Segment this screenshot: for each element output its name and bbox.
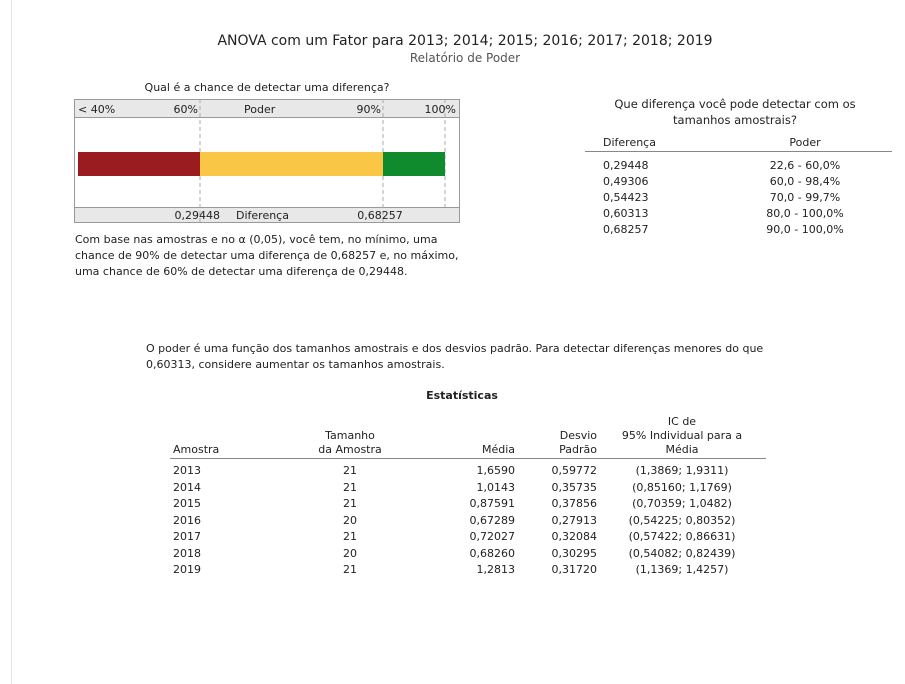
table-cell: 20 [343, 513, 357, 527]
table-cell: 21 [343, 464, 357, 477]
table-cell: 70,0 - 99,7% [769, 191, 841, 204]
table-cell: 22,6 - 60,0% [769, 159, 841, 172]
column-header: da Amostra [318, 443, 382, 456]
table-cell: 0,68260 [469, 546, 516, 560]
top-strip [74, 99, 460, 118]
table-cell: 0,87591 [469, 497, 516, 510]
column-header: Amostra [173, 443, 220, 456]
header-rule [585, 151, 892, 152]
note: O poder é uma função dos tamanhos amostr… [146, 342, 764, 371]
mid-power-segment [200, 152, 383, 176]
table-cell: 80,0 - 100,0% [766, 207, 844, 220]
power-axis-label: Poder [244, 103, 276, 116]
table-cell: 0,60313 [603, 207, 649, 220]
header-rule [170, 458, 766, 459]
table-cell: 0,67289 [469, 513, 516, 527]
difference-label: 0,68257 [357, 209, 403, 222]
power-label: 100% [424, 103, 456, 116]
table-cell: (1,3869; 1,9311) [635, 464, 729, 477]
bottom-strip [74, 207, 460, 223]
table-cell: 1,2813 [476, 563, 516, 576]
table-cell: 0,37856 [551, 497, 598, 510]
left-border [11, 0, 12, 684]
table-cell: (1,1369; 1,4257) [635, 563, 729, 576]
table-cell: 90,0 - 100,0% [766, 223, 844, 236]
report-subtitle: Relatório de Poder [409, 51, 521, 65]
low-power-segment [78, 152, 200, 176]
table-cell: 2016 [173, 513, 201, 527]
table-cell: (0,70359; 1,0482) [632, 497, 732, 510]
table-cell: 2013 [173, 464, 201, 477]
table-cell: 0,29448 [603, 159, 649, 172]
column-header: 95% Individual para a [621, 429, 743, 442]
table-cell: 0,72027 [469, 530, 516, 543]
power-label: 90% [356, 103, 381, 116]
table-cell: 0,30295 [551, 546, 598, 560]
column-header: Poder [789, 136, 821, 149]
difference-axis-label: Diferença [236, 209, 289, 222]
power-label: < 40% [78, 103, 116, 116]
power-note: Com base nas amostras e no α (0,05), voc… [75, 233, 459, 278]
table-cell: 0,32084 [551, 530, 598, 543]
power-label: 60% [173, 103, 198, 116]
table-cell: 0,54423 [603, 191, 649, 204]
table-cell: (0,54225; 0,80352) [628, 513, 736, 527]
table-cell: 21 [343, 480, 357, 494]
column-header: Tamanho [325, 429, 375, 442]
column-header: Média [481, 443, 515, 456]
column-header: IC de [667, 415, 697, 428]
table-cell: (0,85160; 1,1769) [632, 480, 732, 494]
table-cell: 21 [343, 563, 357, 576]
table-cell: 0,35735 [551, 480, 598, 494]
column-header: Média [665, 443, 699, 456]
table-cell: 2015 [173, 497, 201, 510]
difference-table-title: Que diferença você pode detectar com os … [614, 97, 856, 127]
table-cell: (0,54082; 0,82439) [628, 546, 736, 560]
report-title: ANOVA com um Fator para 2013; 2014; 2015… [217, 33, 713, 49]
power-chart-title: Qual é a chance de detectar uma diferenç… [144, 81, 390, 94]
stats-table: Amostra Tamanho da Amostra Média Desvio Padrã… [170, 405, 766, 585]
table-cell: 0,31720 [551, 563, 598, 576]
high-power-segment [383, 152, 445, 176]
table-cell: 0,68257 [603, 223, 649, 236]
table-cell: 21 [343, 497, 357, 510]
stats-table-title: Estatísticas [426, 389, 498, 402]
difference-table: Diferença Poder 0,29448 22,6 - 60,0% 0,49306… [585, 136, 892, 246]
power-chart [74, 99, 460, 223]
column-header: Padrão [559, 443, 597, 456]
column-header: Diferença [603, 136, 656, 149]
table-cell: 2017 [173, 530, 201, 543]
table-cell: 1,0143 [476, 480, 516, 494]
table-cell: 20 [343, 546, 357, 560]
table-cell: (0,57422; 0,86631) [628, 530, 736, 543]
table-cell: 2019 [173, 563, 201, 576]
column-header: Desvio [559, 429, 597, 442]
table-cell: 1,6590 [476, 464, 516, 477]
table-cell: 2018 [173, 546, 201, 560]
table-cell: 21 [343, 530, 357, 543]
table-cell: 0,27913 [551, 513, 598, 527]
table-cell: 60,0 - 98,4% [769, 175, 841, 188]
difference-label: 0,29448 [174, 209, 221, 222]
table-cell: 2014 [173, 480, 201, 494]
table-cell: 0,49306 [603, 175, 649, 188]
table-cell: 0,59772 [551, 464, 598, 477]
